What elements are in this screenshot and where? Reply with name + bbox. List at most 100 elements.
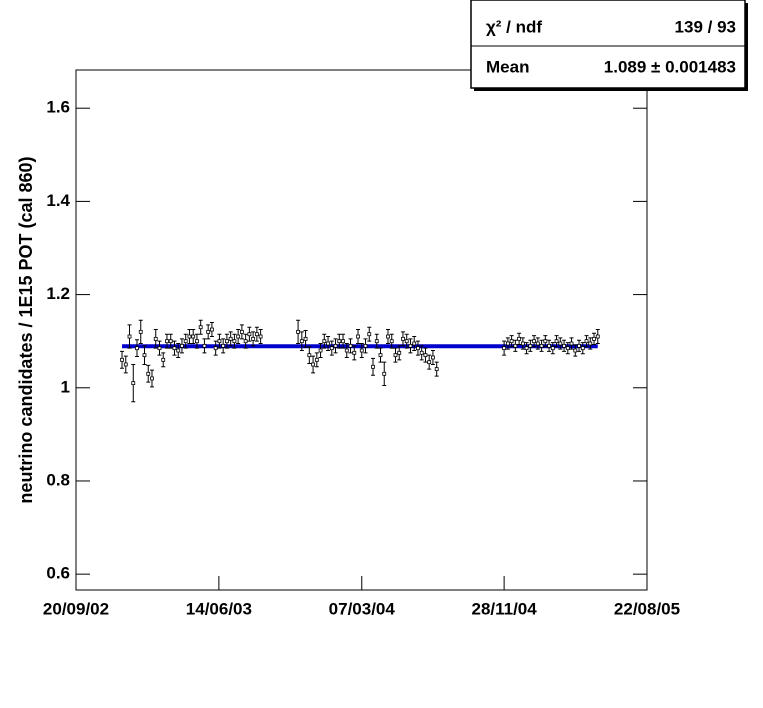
y-tick-label: 1.6 (46, 98, 70, 117)
marker (393, 353, 398, 358)
x-tick-label: 22/08/05 (614, 599, 680, 618)
marker (150, 376, 154, 381)
marker (307, 353, 312, 358)
marker (131, 381, 136, 386)
marker (427, 360, 432, 365)
marker (142, 353, 147, 358)
marker (243, 339, 248, 344)
marker (202, 343, 207, 348)
marker (258, 334, 263, 339)
marker (303, 336, 308, 341)
marker (543, 339, 548, 344)
marker (416, 346, 420, 351)
marker (412, 341, 417, 346)
marker (236, 334, 241, 339)
marker (337, 339, 342, 344)
marker (195, 339, 199, 344)
y-tick-label: 1 (61, 377, 70, 396)
x-tick-label: 07/03/04 (329, 599, 396, 618)
marker (318, 348, 323, 353)
marker (573, 348, 578, 353)
marker (386, 334, 390, 339)
y-tick-label: 0.8 (46, 470, 70, 489)
marker (326, 341, 330, 346)
marker (378, 353, 383, 358)
marker (187, 334, 192, 339)
marker (232, 339, 237, 344)
marker (344, 348, 349, 353)
marker (221, 343, 226, 348)
marker (547, 343, 551, 348)
marker (577, 343, 581, 348)
marker (535, 341, 540, 346)
marker (569, 341, 574, 346)
marker (311, 362, 315, 367)
marker (352, 350, 357, 355)
marker (509, 339, 514, 344)
marker (382, 371, 387, 376)
marker (592, 336, 596, 341)
marker (168, 339, 173, 344)
stats-value: 139 / 93 (675, 17, 736, 36)
marker (198, 325, 203, 330)
marker (180, 343, 184, 348)
marker (580, 346, 585, 351)
marker (314, 357, 319, 362)
marker (588, 341, 593, 346)
y-tick-label: 0.6 (46, 564, 70, 583)
marker (153, 336, 158, 341)
marker (595, 334, 600, 339)
y-axis-label: neutrino candidates / 1E15 POT (cal 860) (16, 156, 36, 503)
marker (146, 371, 151, 376)
marker (532, 339, 536, 344)
marker (374, 339, 379, 344)
marker (251, 336, 256, 341)
stats-label: Mean (486, 57, 529, 76)
marker (348, 343, 353, 348)
marker (524, 346, 529, 351)
stats-box (470, 0, 746, 89)
marker (176, 348, 181, 353)
marker (363, 343, 368, 348)
marker (550, 346, 555, 351)
marker (558, 341, 563, 346)
marker (206, 329, 211, 334)
plot-frame (75, 69, 648, 591)
marker (539, 343, 544, 348)
x-tick-label: 28/11/04 (471, 599, 537, 618)
stats-label: χ² / ndf (486, 17, 542, 36)
marker (191, 334, 196, 339)
marker (502, 346, 507, 351)
marker (299, 339, 304, 344)
marker (120, 357, 124, 362)
marker (505, 341, 510, 346)
marker (513, 343, 518, 348)
marker (165, 339, 169, 344)
stats-value: 1.089 ± 0.001483 (604, 57, 736, 76)
marker (322, 339, 327, 344)
marker (367, 332, 372, 337)
marker (397, 350, 402, 355)
marker (333, 343, 338, 348)
marker (404, 339, 409, 344)
marker (123, 362, 128, 367)
marker (329, 346, 334, 351)
marker (517, 336, 522, 341)
marker (225, 339, 229, 344)
marker (431, 355, 435, 360)
marker (127, 334, 132, 339)
marker (408, 343, 413, 348)
marker (157, 346, 162, 351)
marker (247, 332, 252, 337)
marker (520, 341, 525, 346)
marker (228, 336, 233, 341)
x-tick-label: 14/06/03 (186, 599, 252, 618)
marker (434, 367, 439, 372)
marker (565, 346, 570, 351)
marker (135, 346, 139, 351)
marker (239, 329, 244, 334)
marker (161, 357, 166, 362)
marker (554, 339, 559, 344)
